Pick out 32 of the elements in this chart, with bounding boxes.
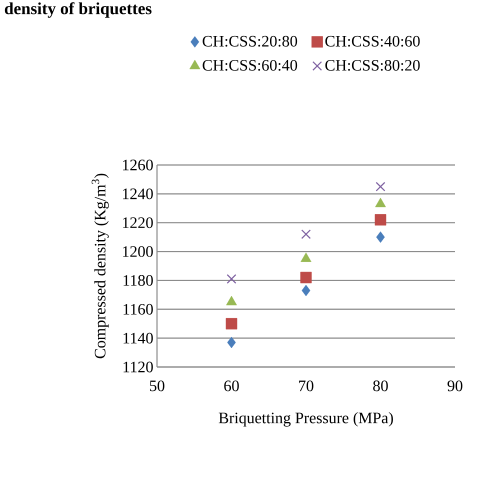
x-axis-title: Briquetting Pressure (MPa) [218, 412, 393, 427]
x-tick-label: 70 [299, 380, 314, 392]
x-tick-label: 90 [448, 380, 462, 392]
y-tick-label: 1120 [124, 362, 153, 372]
point [376, 231, 385, 243]
point [302, 284, 310, 296]
point [300, 252, 312, 262]
point [226, 274, 236, 284]
point [226, 318, 238, 330]
point [300, 272, 312, 284]
point [376, 182, 386, 192]
point [374, 214, 386, 226]
legend-label: CH:CSS:60:40 [202, 60, 298, 71]
legend-label: CH:CSS:80:20 [325, 60, 420, 71]
point [226, 296, 237, 306]
y-tick-label: 1180 [124, 275, 153, 286]
x-tick-label: 60 [224, 380, 239, 392]
y-axis-title: Compressed density (Kg/m$^{3}$) [92, 174, 109, 358]
y-tick-label: 1260 [123, 160, 153, 170]
y-tick-label: 1240 [123, 188, 153, 200]
y-tick-label: 1140 [124, 332, 153, 344]
legend-label: CH:CSS:20:80 [202, 36, 298, 47]
point [375, 198, 386, 208]
y-tick-label: 1220 [123, 217, 153, 228]
y-tick-label: 1160 [124, 304, 153, 315]
legend-label: CH:CSS:40:60 [325, 36, 420, 47]
x-tick-label: 50 [150, 380, 164, 392]
x-tick-label: 80 [373, 380, 388, 392]
y-tick-label: 1200 [123, 246, 153, 257]
point [301, 229, 311, 240]
chart-title: density of briquettes [4, 2, 152, 18]
point [227, 336, 236, 348]
